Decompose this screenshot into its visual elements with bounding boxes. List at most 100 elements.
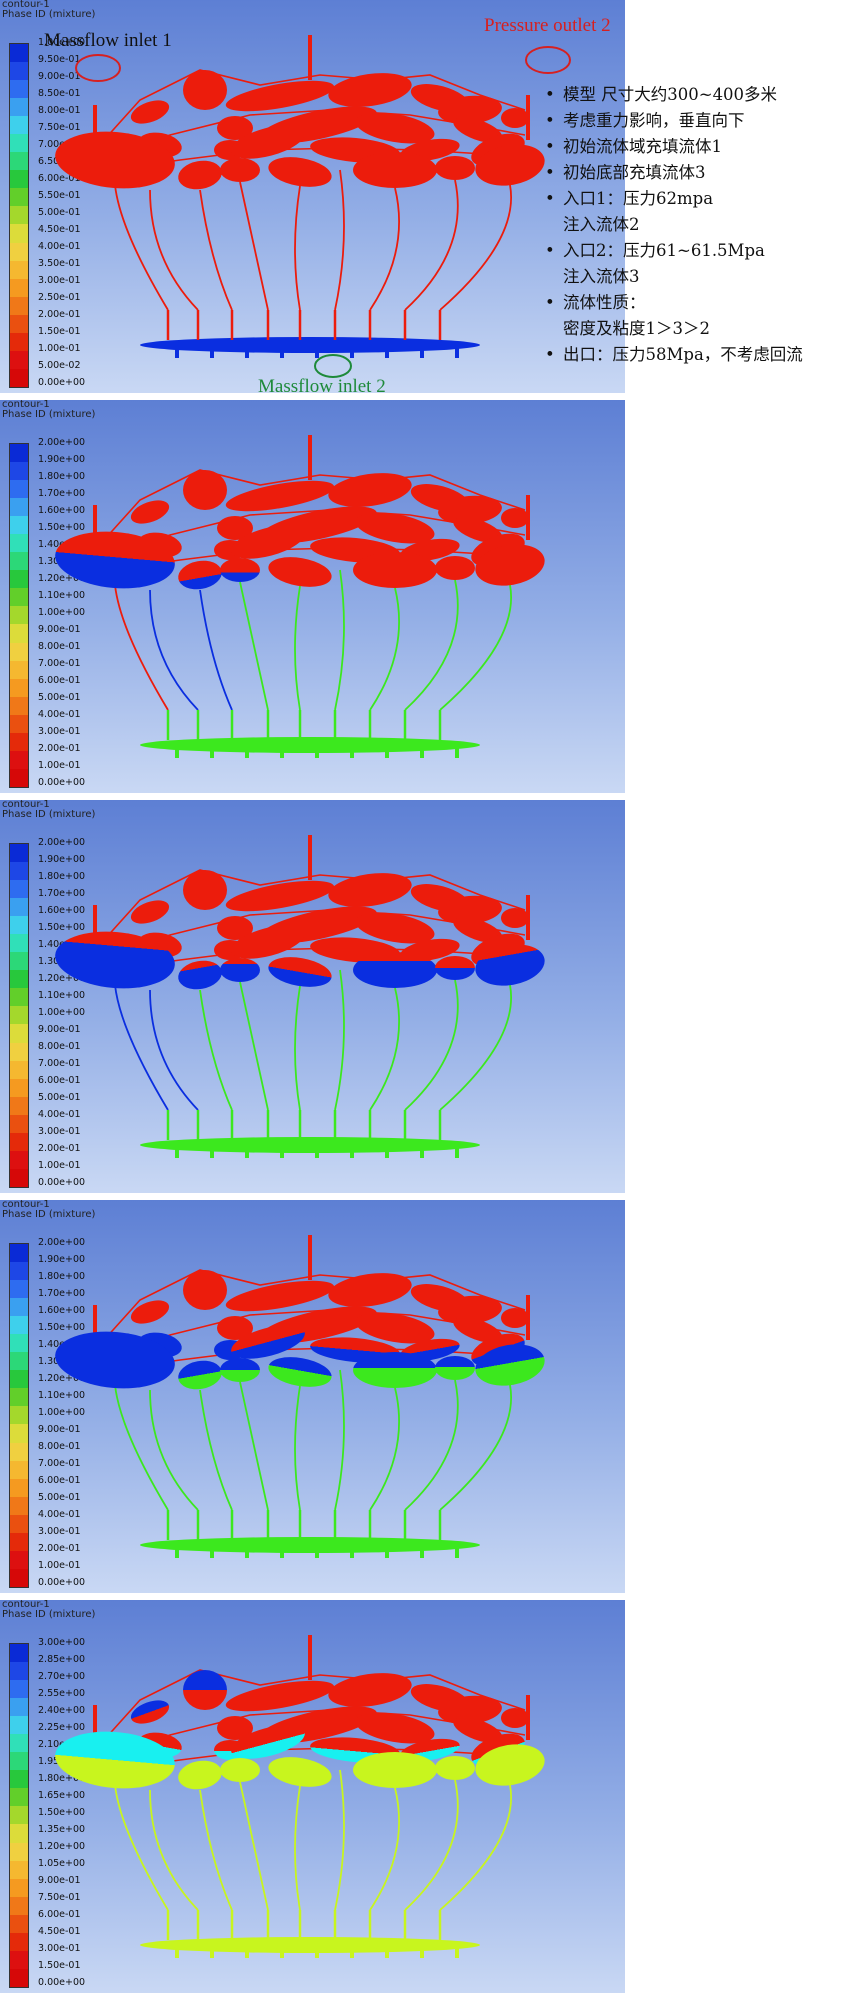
fracture-lens bbox=[453, 1317, 503, 1343]
plate-stub bbox=[210, 1948, 214, 1958]
colorbar-tick-label: 7.50e-01 bbox=[38, 1891, 81, 1903]
fracture-lens bbox=[55, 1331, 175, 1389]
colorbar-swatch bbox=[10, 188, 28, 207]
colorbar-tick-label: 7.00e-01 bbox=[38, 138, 81, 150]
colorbar-tick-label: 1.60e+00 bbox=[38, 904, 86, 916]
colorbar-swatch bbox=[10, 534, 28, 553]
colorbar-tick-label: 1.10e+00 bbox=[38, 589, 86, 601]
plate-stub bbox=[455, 348, 459, 358]
contour-title: contour-1 bbox=[2, 400, 50, 410]
fracture-lens bbox=[231, 125, 305, 159]
plate-stub bbox=[350, 348, 354, 358]
pipe bbox=[149, 1789, 199, 1911]
inlet2-label: Massflow inlet 2 bbox=[258, 376, 386, 393]
plate-stub bbox=[280, 348, 284, 358]
fracture-lens bbox=[268, 557, 332, 587]
colorbar-swatch bbox=[10, 606, 28, 625]
fracture-lens bbox=[178, 160, 222, 190]
fracture-lens bbox=[231, 525, 305, 559]
colorbar-tick-label: 0.00e+00 bbox=[38, 776, 86, 788]
colorbar-tick-label: 5.50e-01 bbox=[38, 189, 81, 201]
fracture-lens bbox=[328, 73, 412, 107]
colorbar-swatch bbox=[10, 1006, 28, 1025]
plate-stub bbox=[350, 1948, 354, 1958]
plate-stub bbox=[175, 1548, 179, 1558]
colorbar-tick-label: 3.00e-01 bbox=[38, 725, 81, 737]
colorbar-swatch bbox=[10, 1950, 28, 1969]
colorbar-swatch bbox=[10, 314, 28, 333]
pipe bbox=[239, 981, 269, 1111]
contour-title: contour-1 bbox=[2, 800, 50, 810]
colorbar-swatch bbox=[10, 844, 28, 863]
colorbar-swatch bbox=[10, 1244, 28, 1263]
colorbar-swatch bbox=[10, 170, 28, 189]
flow-network-model bbox=[55, 835, 545, 1158]
colorbar-swatch bbox=[10, 934, 28, 953]
colorbar-tick-label: 4.00e-01 bbox=[38, 240, 81, 252]
fracture-lens bbox=[225, 1680, 335, 1712]
notes-list: 模型 尺寸大约300~400多米考虑重力影响，垂直向下初始流体域充填流体1 初始底… bbox=[545, 82, 845, 368]
colorbar-swatch bbox=[10, 898, 28, 917]
colorbar-swatch bbox=[10, 332, 28, 351]
fracture-lens bbox=[501, 508, 529, 528]
colorbar-tick-label: 6.00e-01 bbox=[38, 1074, 81, 1086]
fracture-lens bbox=[438, 1695, 502, 1725]
colorbar-swatch bbox=[10, 134, 28, 153]
colorbar-tick-label: 1.60e+00 bbox=[38, 504, 86, 516]
bottom-plate bbox=[140, 1937, 480, 1953]
fracture-lens bbox=[435, 1756, 475, 1780]
colorbar-swatch bbox=[10, 1280, 28, 1299]
contour-panel-3: contour-1 Phase ID (mixture) 2.00e+00 1.90e… bbox=[0, 800, 625, 1193]
colorbar-swatch bbox=[10, 296, 28, 315]
colorbar-tick-label: 1.50e+00 bbox=[38, 521, 86, 533]
pipe bbox=[114, 1784, 169, 1911]
note-item: 模型 尺寸大约300~400多米 bbox=[545, 82, 845, 108]
plate-stub bbox=[245, 1148, 249, 1158]
colorbar-tick-label: 2.00e-01 bbox=[38, 742, 81, 754]
colorbar-swatch bbox=[10, 952, 28, 971]
pipe bbox=[404, 179, 459, 311]
colorbar-tick-label: 3.00e+00 bbox=[38, 1637, 86, 1648]
colorbar-tick-label: 4.00e-01 bbox=[38, 1108, 81, 1120]
colorbar-swatch bbox=[10, 1334, 28, 1353]
colorbar-tick-label: 1.70e+00 bbox=[38, 887, 86, 899]
pipe bbox=[334, 1369, 345, 1511]
pipe bbox=[114, 1384, 169, 1511]
colorbar-swatch bbox=[10, 750, 28, 769]
colorbar-tick-label: 1.00e-01 bbox=[38, 1559, 81, 1571]
fracture-lens bbox=[225, 80, 335, 112]
colorbar-tick-label: 3.00e-01 bbox=[38, 1125, 81, 1137]
fracture-lens bbox=[453, 117, 503, 143]
note-item: 出口：压力58Mpa，不考虑回流 bbox=[545, 342, 845, 368]
colorbar-swatch bbox=[10, 242, 28, 261]
fracture-lens bbox=[268, 1757, 332, 1787]
colorbar-swatch bbox=[10, 1716, 28, 1735]
plate-stub bbox=[455, 1948, 459, 1958]
colorbar-swatch bbox=[10, 678, 28, 697]
colorbar-swatch bbox=[10, 862, 28, 881]
pipe bbox=[239, 581, 269, 711]
pipe bbox=[294, 985, 301, 1111]
channel-line bbox=[94, 69, 526, 151]
colorbar-tick-label: 1.90e+00 bbox=[38, 853, 86, 865]
note-item: 初始底部充填流体3 bbox=[545, 160, 845, 186]
fracture-lens bbox=[178, 1360, 222, 1390]
colorbar-swatch bbox=[10, 1132, 28, 1151]
colorbar-tick-label: 3.50e-01 bbox=[38, 257, 81, 269]
fracture-lens bbox=[475, 944, 545, 986]
colorbar-tick-label: 9.00e-01 bbox=[38, 1874, 81, 1886]
pipe bbox=[294, 1785, 301, 1911]
outlet2-label: Pressure outlet 2 bbox=[484, 15, 611, 36]
note-item: 初始流体域充填流体1 bbox=[545, 134, 845, 160]
plate-stub bbox=[245, 748, 249, 758]
inlet1-label: Massflow inlet 1 bbox=[44, 30, 172, 51]
flow-network-model bbox=[55, 35, 571, 378]
pipe bbox=[114, 184, 169, 311]
colorbar-swatch bbox=[10, 1644, 28, 1663]
contour-panel-5: contour-1 Phase ID (mixture) 3.00e+00 2.85e… bbox=[0, 1600, 625, 1993]
pipe bbox=[404, 979, 459, 1111]
colorbar-tick-label: 1.80e+00 bbox=[38, 870, 86, 882]
fracture-lens bbox=[268, 157, 332, 187]
colorbar-swatch bbox=[10, 1842, 28, 1861]
colorbar-swatch bbox=[10, 552, 28, 571]
